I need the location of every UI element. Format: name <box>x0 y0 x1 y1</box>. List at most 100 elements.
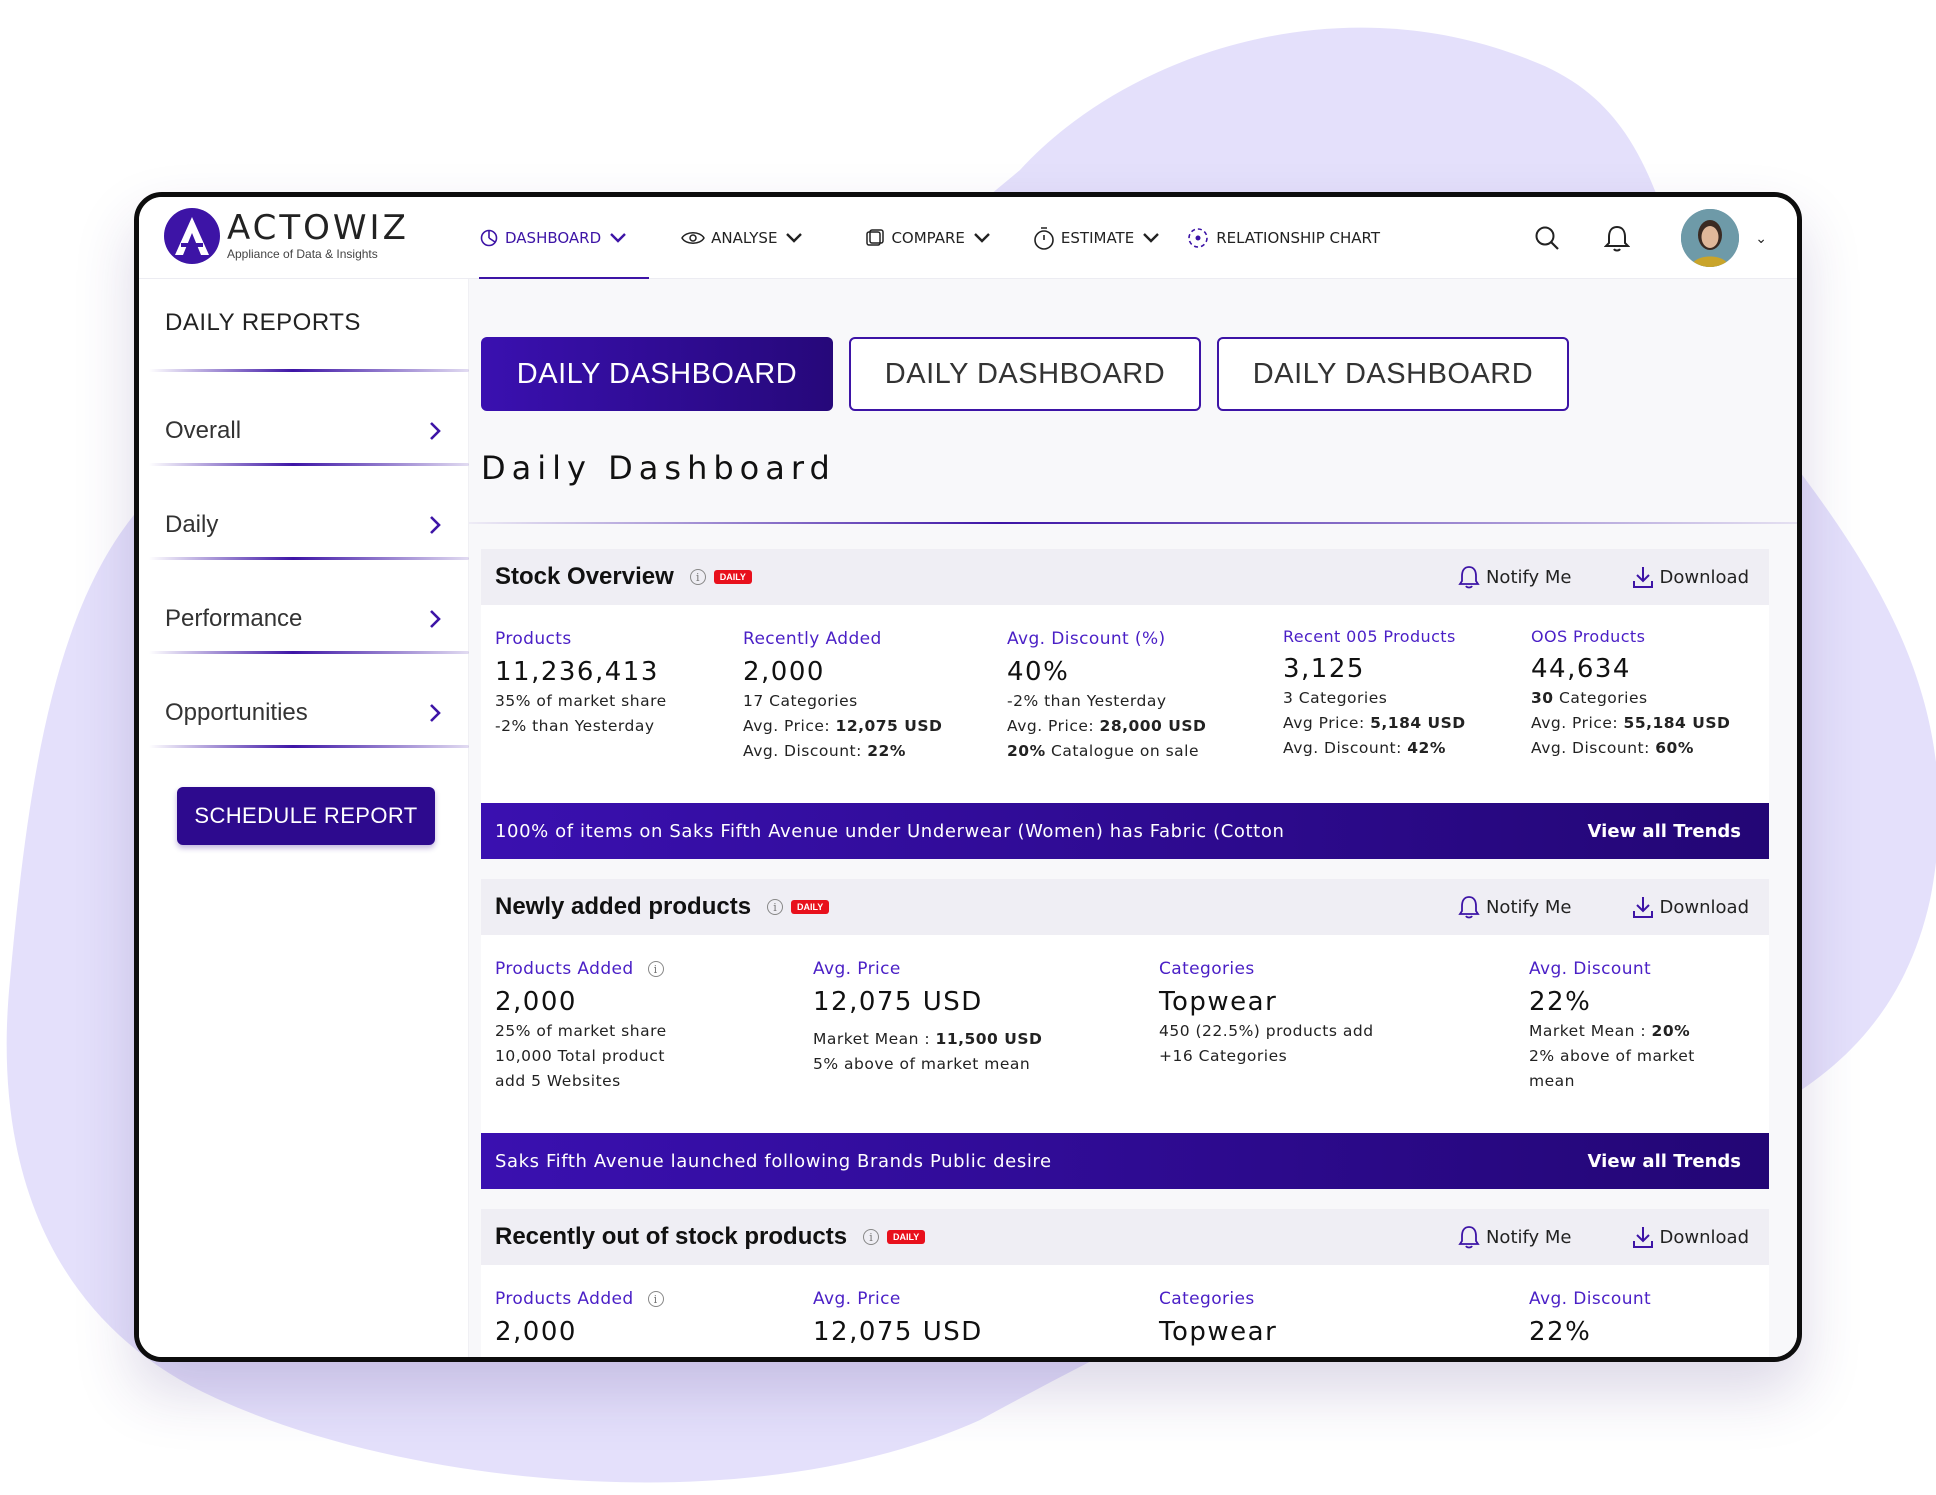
sidebar-item-label: Overall <box>165 417 242 444</box>
metric-value: 2,000 <box>743 657 825 687</box>
download-button[interactable]: Download <box>1632 1225 1749 1249</box>
metric-detail: 20% Catalogue on sale <box>1007 742 1199 760</box>
card-title: Recently out of stock products <box>495 1223 848 1250</box>
metric-label: Recently Added <box>743 629 882 649</box>
sidebar-item-performance[interactable]: Performance <box>165 593 441 645</box>
metric-value: Topwear <box>1159 987 1278 1017</box>
metric-label: Avg. Discount <box>1529 1289 1652 1309</box>
metric-label: Avg. Discount <box>1529 959 1652 979</box>
sidebar-divider <box>149 557 469 560</box>
metric-value: 2,000 <box>495 987 577 1017</box>
bell-icon <box>1604 225 1631 252</box>
metric-detail: add 5 Websites <box>495 1072 621 1090</box>
metric-detail: 30 Categories <box>1531 689 1648 707</box>
avatar[interactable] <box>1681 209 1740 267</box>
metric-value: 12,075 USD <box>813 987 983 1017</box>
tab-daily-dashboard-3[interactable]: DAILY DASHBOARD <box>1217 337 1569 411</box>
tab-daily-dashboard-2[interactable]: DAILY DASHBOARD <box>849 337 1201 411</box>
metric-detail: 10,000 Total product <box>495 1047 665 1065</box>
notifications-button[interactable] <box>1597 218 1637 258</box>
schedule-report-button[interactable]: SCHEDULE REPORT <box>177 787 435 845</box>
eye-icon <box>681 232 706 244</box>
nav-analyse[interactable]: ANALYSE <box>681 197 803 279</box>
metric-products: Products 11,236,413 35% of market share … <box>495 629 667 739</box>
download-label: Download <box>1659 896 1749 918</box>
sidebar-title: DAILY REPORTS <box>165 309 361 336</box>
bell-icon <box>1458 896 1480 919</box>
metric-label: Products Added i <box>495 959 667 979</box>
main-nav: DASHBOARD ANALYSE COMPARE ESTIMATE RELAT <box>479 197 1408 279</box>
notify-me-label: Notify Me <box>1485 896 1572 918</box>
metric-detail: -2% than Yesterday <box>1007 692 1167 710</box>
info-icon[interactable]: i <box>647 1291 664 1307</box>
nav-compare[interactable]: COMPARE <box>865 197 990 279</box>
info-icon[interactable]: i <box>647 961 664 977</box>
metric-label: Recent 005 Products <box>1283 627 1456 646</box>
metric-recently-added: Recently Added 2,000 17 Categories Avg. … <box>743 629 942 764</box>
view-all-trends-link[interactable]: View all Trends <box>1587 820 1741 842</box>
brand-logo[interactable]: ACTOWIZ Appliance of Data & Insights <box>163 207 409 265</box>
download-icon <box>1632 1227 1653 1248</box>
sidebar-divider <box>149 463 469 466</box>
dashboard-window: ACTOWIZ Appliance of Data & Insights DAS… <box>134 192 1802 1362</box>
brand-tagline: Appliance of Data & Insights <box>227 247 378 261</box>
metric-detail: Market Mean : 11,500 USD <box>813 1030 1043 1048</box>
download-button[interactable]: Download <box>1632 565 1749 589</box>
metric-value: 2,000 <box>495 1317 577 1347</box>
download-icon <box>1632 897 1653 918</box>
trend-text: 100% of items on Saks Fifth Avenue under… <box>495 820 1285 842</box>
metric-value: 22% <box>1529 987 1592 1017</box>
metric-label: OOS Products <box>1531 627 1646 646</box>
metric-avg-discount: Avg. Discount (%) 40% -2% than Yesterday… <box>1007 629 1206 764</box>
sidebar-item-label: Opportunities <box>165 699 308 726</box>
metric-categories: Categories Topwear 450 (22.5%) products … <box>1159 959 1374 1069</box>
search-button[interactable] <box>1527 218 1567 258</box>
chevron-right-icon <box>430 610 441 628</box>
metric-detail: Avg. Discount: 60% <box>1531 739 1694 757</box>
metric-label: Categories <box>1159 1289 1255 1309</box>
metric-value: 11,236,413 <box>495 657 659 687</box>
notify-me-button[interactable]: Notify Me <box>1458 1225 1572 1249</box>
notify-me-button[interactable]: Notify Me <box>1458 895 1572 919</box>
account-menu-chevron-icon[interactable]: ⌄ <box>1755 229 1767 246</box>
metric-detail: Avg. Discount: 42% <box>1283 739 1446 757</box>
download-button[interactable]: Download <box>1632 895 1749 919</box>
metric-recent-005-products: Recent 005 Products 3,125 3 Categories A… <box>1283 627 1466 761</box>
nav-estimate[interactable]: ESTIMATE <box>1033 197 1160 279</box>
info-icon[interactable]: i <box>767 899 784 915</box>
metric-label: Avg. Price <box>813 1289 901 1309</box>
metric-value: 22% <box>1529 1317 1592 1347</box>
info-icon[interactable]: i <box>863 1229 880 1245</box>
sidebar-item-opportunities[interactable]: Opportunities <box>165 687 441 739</box>
stock-metrics: Products 11,236,413 35% of market share … <box>481 605 1769 803</box>
dashboard-tabs: DAILY DASHBOARD DAILY DASHBOARD DAILY DA… <box>481 337 1585 411</box>
card-header: Stock Overview i DAILY Notify Me Downloa… <box>481 549 1769 605</box>
trend-banner: 100% of items on Saks Fifth Avenue under… <box>481 803 1769 859</box>
metric-detail: -2% than Yesterday <box>495 717 655 735</box>
metric-detail: 450 (22.5%) products add <box>1159 1022 1374 1040</box>
view-all-trends-link[interactable]: View all Trends <box>1587 1150 1741 1172</box>
metric-detail: Avg. Price: 55,184 USD <box>1531 714 1731 732</box>
chevron-down-icon <box>786 233 803 243</box>
tab-daily-dashboard-1[interactable]: DAILY DASHBOARD <box>481 337 833 411</box>
user-avatar-icon <box>1681 209 1740 267</box>
metric-label: Avg. Discount (%) <box>1007 629 1166 649</box>
nav-dashboard-label: DASHBOARD <box>505 229 602 247</box>
metric-products-added: Products Added i 2,000 <box>495 1289 664 1347</box>
nav-dashboard[interactable]: DASHBOARD <box>479 197 650 279</box>
metric-label: Avg. Price <box>813 959 901 979</box>
sidebar-item-overall[interactable]: Overall <box>165 405 441 457</box>
info-icon[interactable]: i <box>689 569 706 585</box>
sidebar-divider <box>149 651 469 654</box>
sidebar-item-daily[interactable]: Daily <box>165 499 441 551</box>
metric-detail: 3 Categories <box>1283 689 1388 707</box>
nav-relationship-chart[interactable]: RELATIONSHIP CHART <box>1186 197 1380 279</box>
notify-me-button[interactable]: Notify Me <box>1458 565 1572 589</box>
download-label: Download <box>1659 1226 1749 1248</box>
metric-detail: +16 Categories <box>1159 1047 1288 1065</box>
sidebar-item-label: Performance <box>165 605 303 632</box>
nav-compare-label: COMPARE <box>891 229 965 247</box>
metric-detail: Market Mean : 20% <box>1529 1022 1691 1040</box>
top-navigation-bar: ACTOWIZ Appliance of Data & Insights DAS… <box>139 197 1797 279</box>
brand-name: ACTOWIZ <box>227 208 409 248</box>
